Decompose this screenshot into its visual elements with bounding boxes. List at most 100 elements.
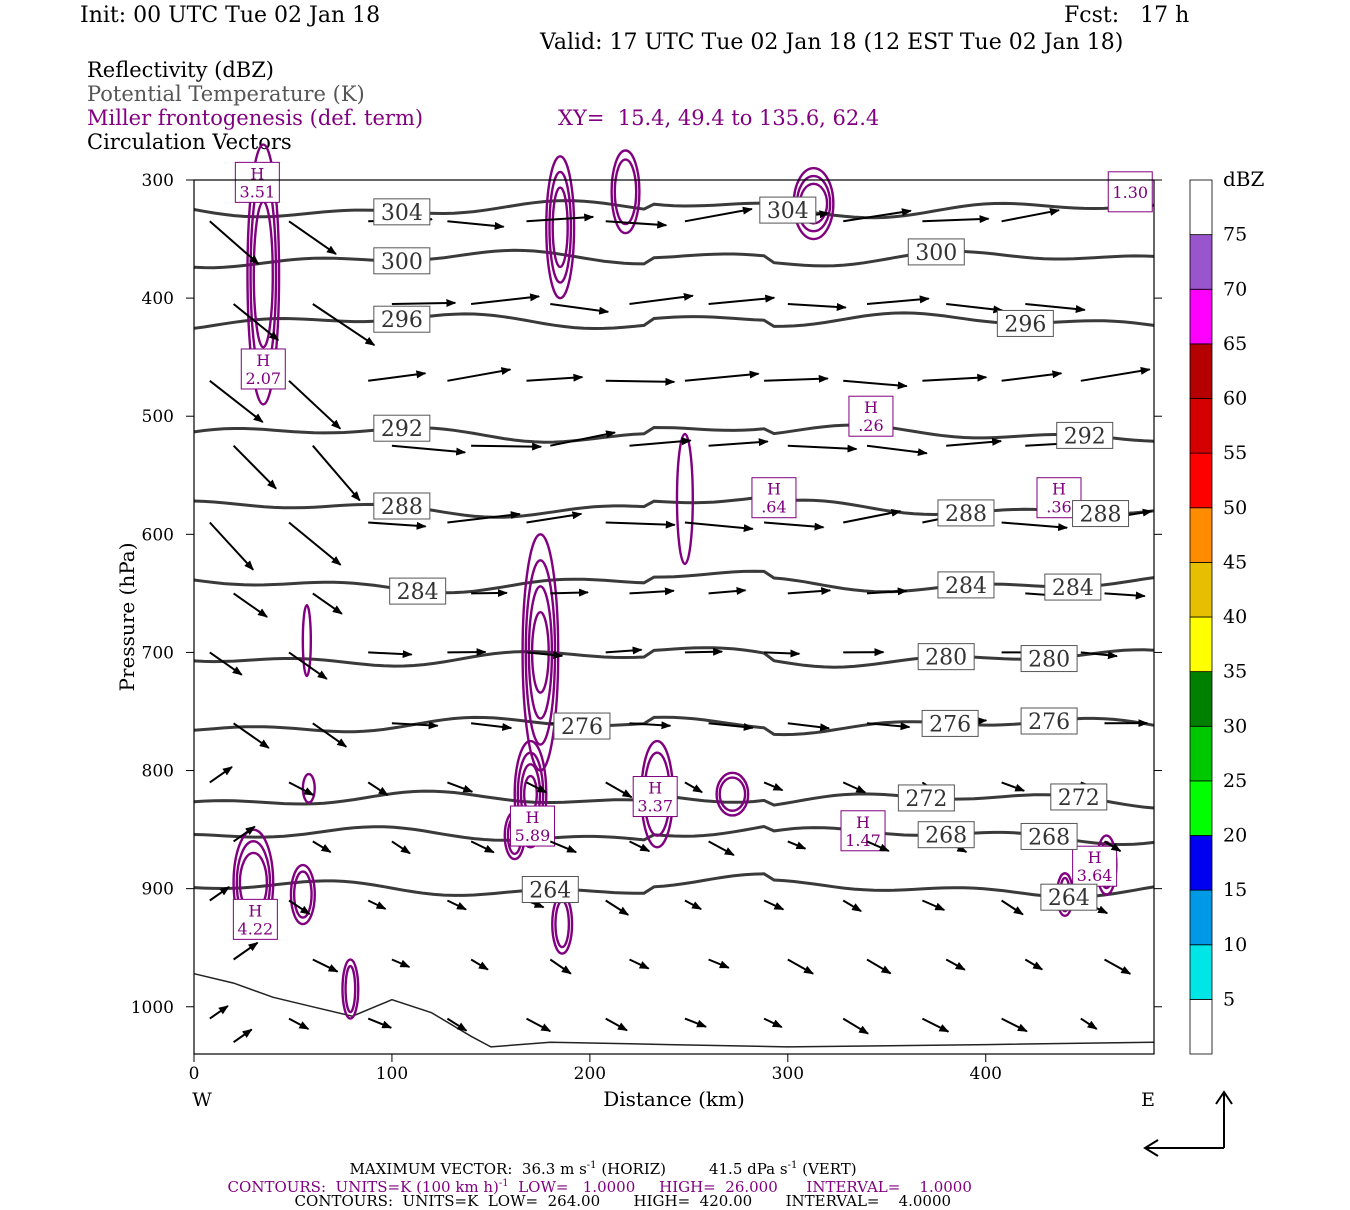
x-tick-label: 200 <box>574 1064 606 1084</box>
frontogenesis-max-marker: H <box>856 813 870 832</box>
theta-contour-268 <box>194 827 1154 845</box>
circulation-vector <box>1002 210 1059 221</box>
circulation-vector <box>764 782 782 790</box>
colorbar-level-label: 20 <box>1223 825 1247 847</box>
theta-label: 280 <box>925 646 967 671</box>
frontogenesis-max-marker: H <box>525 808 539 827</box>
circulation-vector <box>210 523 253 570</box>
circulation-vector <box>368 782 388 795</box>
circulation-vector <box>1081 1019 1097 1029</box>
circulation-vector <box>313 593 342 613</box>
colorbar-segment <box>1190 726 1212 781</box>
circulation-vector <box>313 960 338 972</box>
circulation-vector <box>788 590 830 593</box>
circulation-vector <box>368 373 425 381</box>
circulation-vector <box>606 523 675 525</box>
circulation-vector <box>764 652 799 653</box>
theta-label: 292 <box>1064 424 1106 449</box>
colorbar-level-label: 45 <box>1223 551 1247 573</box>
circulation-vector <box>709 590 746 593</box>
circulation-vector <box>1002 1019 1027 1032</box>
circulation-vector <box>550 960 571 974</box>
circulation-vector <box>630 841 650 851</box>
colorbar-level-label: 60 <box>1223 388 1247 410</box>
y-tick-label: 400 <box>142 289 174 309</box>
circulation-vector <box>289 221 336 254</box>
circulation-vector <box>234 446 277 489</box>
circulation-vector <box>1002 782 1025 790</box>
theta-label: 268 <box>925 824 967 849</box>
colorbar-level-label: 40 <box>1223 606 1247 628</box>
circulation-vector <box>922 1019 948 1032</box>
colorbar-level-label: 65 <box>1223 333 1247 355</box>
colorbar-segment <box>1190 508 1212 563</box>
theta-label: 284 <box>397 580 439 605</box>
x-tick-label: 400 <box>970 1064 1002 1084</box>
circulation-vector <box>1025 960 1042 970</box>
circulation-vector <box>234 943 258 960</box>
colorbar-title: dBZ <box>1223 167 1265 191</box>
theta-label: 284 <box>1052 576 1094 601</box>
circulation-vector <box>685 209 752 221</box>
y-tick-label: 900 <box>142 880 174 900</box>
circulation-vector <box>788 960 813 974</box>
theta-label: 264 <box>529 878 571 903</box>
colorbar-segment <box>1190 999 1212 1054</box>
circulation-vector <box>550 841 576 852</box>
circulation-vector <box>843 901 861 912</box>
circulation-vector <box>843 511 900 522</box>
theta-contour-280 <box>194 648 1154 668</box>
frontogenesis-contour <box>555 901 568 947</box>
colorbar-segment <box>1190 562 1212 617</box>
frontogenesis-max-value: .26 <box>858 416 883 435</box>
circulation-vector <box>764 901 783 910</box>
theta-label: 272 <box>905 787 947 812</box>
circulation-vector <box>447 221 503 227</box>
theta-label: 268 <box>1028 825 1070 850</box>
theta-label: 304 <box>381 201 423 226</box>
frontogenesis-max-value: 3.51 <box>240 182 276 201</box>
theta-label: 292 <box>381 417 423 442</box>
frontogenesis-contours: H3.51H2.07H.26H.64H.36H5.89H3.37H1.47H3.… <box>233 145 1152 1019</box>
circulation-vector <box>1002 901 1023 915</box>
frontogenesis-max-value: .36 <box>1046 498 1071 517</box>
theta-label: 300 <box>915 241 957 266</box>
frontogenesis-max-marker: H <box>1088 848 1102 867</box>
circulation-vector <box>313 446 360 501</box>
circulation-vector <box>867 299 929 304</box>
theta-label: 288 <box>381 495 423 520</box>
colorbar-segment <box>1190 617 1212 672</box>
colorbar-segment <box>1190 453 1212 508</box>
circulation-vector <box>922 219 988 222</box>
y-tick-label: 300 <box>142 171 174 191</box>
theta-label: 264 <box>1048 886 1090 911</box>
frontogenesis-contour <box>615 160 636 224</box>
colorbar-segment <box>1190 180 1212 235</box>
circulation-vector <box>764 379 828 381</box>
frontogenesis-max-value: 2.07 <box>245 369 281 388</box>
circulation-vector <box>709 298 775 304</box>
frontogenesis-contour <box>720 778 745 811</box>
x-tick-label: 100 <box>376 1064 408 1084</box>
theta-label: 276 <box>1028 710 1070 735</box>
colorbar-segment <box>1190 672 1212 727</box>
circulation-vector <box>764 523 823 528</box>
colorbar-segment <box>1190 399 1212 454</box>
theta-label: 304 <box>767 199 809 224</box>
theta-label: 284 <box>945 574 987 599</box>
circulation-vector <box>447 370 510 381</box>
circulation-vector <box>685 782 702 792</box>
circulation-vector <box>289 381 340 429</box>
frontogenesis-max-marker: H <box>256 351 270 370</box>
circulation-vector <box>289 1019 308 1029</box>
circulation-vector <box>709 442 768 446</box>
x-end-label-west: W <box>192 1089 212 1111</box>
circulation-vector <box>1002 373 1062 381</box>
circulation-vector <box>1081 369 1150 380</box>
colorbar-segment <box>1190 890 1212 945</box>
circulation-vector <box>788 446 857 449</box>
circulation-vector <box>788 841 806 848</box>
circulation-vector <box>946 441 1001 446</box>
reference-vector-icon <box>1145 1092 1232 1156</box>
circulation-vector <box>289 523 341 565</box>
